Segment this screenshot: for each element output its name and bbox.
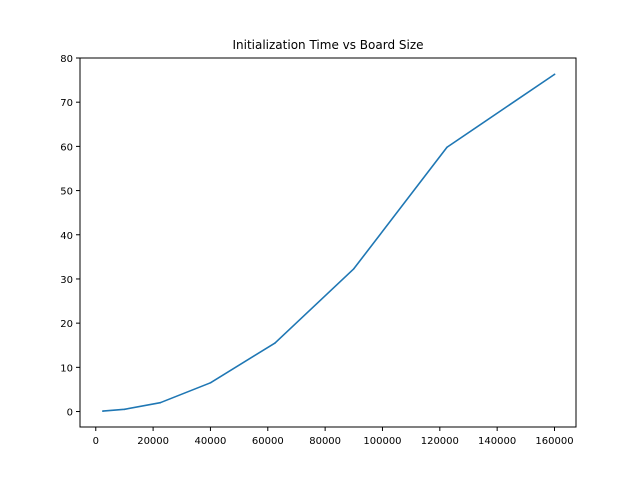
data-point xyxy=(274,342,276,344)
x-tick-label: 80000 xyxy=(309,436,341,447)
axes-frame xyxy=(79,57,577,428)
y-axis: 0 10 20 30 40 50 60 70 80 xyxy=(60,54,80,419)
y-tick-label: 70 xyxy=(60,98,73,109)
data-point xyxy=(446,146,448,149)
x-axis: 0 20000 40000 60000 80000 100000 120000 140000 1… xyxy=(93,427,574,447)
y-tick-label: 0 xyxy=(67,408,73,419)
y-tick-label: 60 xyxy=(60,142,73,153)
data-point xyxy=(353,267,355,270)
x-tick-label: 100000 xyxy=(363,436,401,447)
y-tick-label: 20 xyxy=(60,319,73,330)
series-line xyxy=(102,73,556,412)
data-point xyxy=(123,408,126,411)
data-point xyxy=(159,401,162,404)
data-point xyxy=(102,410,104,412)
x-tick-label: 0 xyxy=(93,436,99,447)
y-tick-label: 80 xyxy=(60,54,73,65)
plot-area xyxy=(102,73,556,412)
x-tick-label: 20000 xyxy=(137,436,169,447)
x-tick-label: 60000 xyxy=(252,436,284,447)
chart-title: Initialization Time vs Board Size xyxy=(232,38,423,52)
data-point xyxy=(209,382,212,384)
y-tick-label: 30 xyxy=(60,275,73,286)
y-tick-label: 50 xyxy=(60,187,73,198)
x-tick-label: 140000 xyxy=(478,436,516,447)
data-point xyxy=(553,73,556,76)
y-tick-label: 40 xyxy=(60,231,73,242)
x-tick-label: 160000 xyxy=(535,436,573,447)
y-tick-label: 10 xyxy=(60,363,73,374)
x-tick-label: 40000 xyxy=(195,436,227,447)
x-tick-label: 120000 xyxy=(421,436,459,447)
